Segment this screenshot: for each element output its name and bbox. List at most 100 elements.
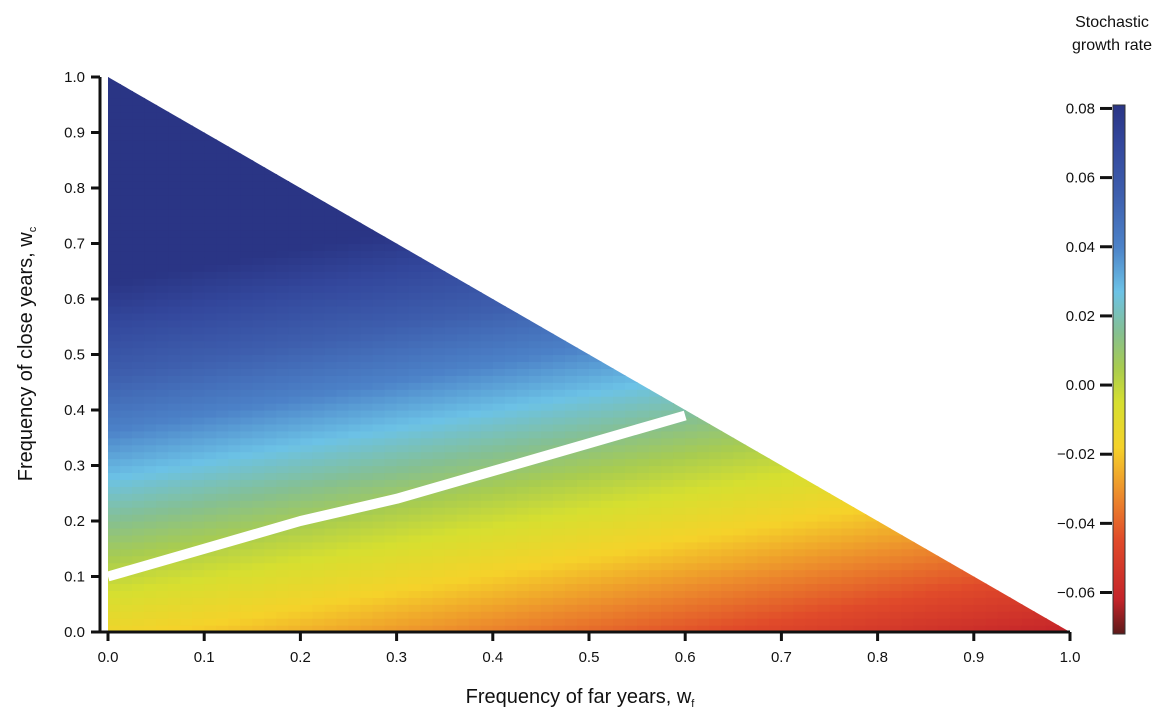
heatmap-cell — [613, 486, 626, 494]
heatmap-cell — [456, 500, 470, 508]
heatmap-cell — [396, 375, 410, 383]
y-tick-label: 0.6 — [64, 291, 85, 308]
heatmap-cell — [180, 527, 193, 536]
heatmap-cell — [204, 174, 217, 182]
heatmap-cell — [312, 423, 326, 432]
heatmap-cell — [144, 292, 157, 300]
heatmap-cell — [757, 521, 770, 529]
heatmap-cell — [204, 625, 217, 632]
heatmap-cell — [480, 451, 494, 460]
heatmap-cell — [685, 534, 698, 543]
heatmap-cell — [576, 410, 590, 418]
heatmap-cell — [456, 423, 470, 432]
heatmap-cell — [192, 208, 205, 217]
heatmap-cell — [288, 493, 301, 501]
heatmap-cell — [264, 541, 277, 550]
heatmap-cell — [180, 555, 193, 564]
heatmap-cell — [384, 604, 398, 612]
heatmap-cell — [144, 368, 157, 376]
heatmap-cell — [673, 576, 686, 585]
colorbar-tick-label: −0.02 — [1057, 446, 1095, 463]
heatmap-cell — [661, 590, 674, 598]
heatmap-cell — [312, 458, 326, 467]
heatmap-cell — [504, 382, 518, 390]
heatmap-cell — [805, 514, 819, 522]
heatmap-cell — [745, 458, 758, 467]
heatmap-cell — [456, 340, 470, 349]
heatmap-cell — [144, 493, 157, 501]
heatmap-cell — [276, 625, 289, 632]
heatmap-cell — [613, 514, 626, 522]
heatmap-cell — [168, 521, 181, 529]
heatmap-cell — [288, 271, 301, 279]
heatmap-cell — [444, 285, 458, 293]
heatmap-cell — [444, 493, 458, 501]
heatmap-cell — [120, 451, 133, 460]
colorbar-tick-label: 0.08 — [1066, 100, 1095, 117]
heatmap-cell — [745, 527, 758, 536]
heatmap-cell — [456, 319, 470, 328]
heatmap-cell — [264, 403, 277, 411]
heatmap-cell — [625, 451, 638, 460]
heatmap-cell — [252, 444, 265, 453]
heatmap-cell — [793, 576, 807, 585]
heatmap-cell — [468, 305, 482, 314]
heatmap-cell — [240, 222, 253, 231]
heatmap-cell — [348, 521, 362, 529]
heatmap-cell — [336, 250, 350, 258]
heatmap-cell — [228, 243, 241, 252]
heatmap-cell — [540, 347, 554, 356]
heatmap-cell — [817, 555, 831, 564]
heatmap-cell — [360, 382, 374, 390]
heatmap-cell — [697, 465, 710, 474]
heatmap-cell — [372, 416, 386, 425]
heatmap-cell — [360, 472, 374, 480]
heatmap-cell — [649, 472, 662, 480]
heatmap-cell — [360, 465, 374, 474]
heatmap-cell — [204, 326, 217, 335]
heatmap-cell — [504, 437, 518, 446]
heatmap-cell — [144, 139, 157, 147]
heatmap-cell — [552, 534, 566, 543]
heatmap-cell — [769, 486, 782, 494]
heatmap-cell — [372, 396, 386, 404]
heatmap-cell — [564, 347, 578, 356]
heatmap-cell — [504, 416, 518, 425]
heatmap-cell — [144, 410, 157, 418]
heatmap-cell — [252, 486, 265, 494]
heatmap-cell — [733, 548, 746, 557]
heatmap-cell — [456, 299, 470, 307]
heatmap-cell — [324, 403, 338, 411]
heatmap-cell — [949, 625, 963, 632]
heatmap-cell — [372, 326, 386, 335]
heatmap-cell — [192, 215, 205, 224]
heatmap-cell — [564, 604, 578, 612]
heatmap-cell — [420, 410, 434, 418]
heatmap-cell — [144, 611, 157, 619]
heatmap-cell — [288, 396, 301, 404]
heatmap-cell — [156, 576, 169, 585]
heatmap-cell — [288, 278, 301, 286]
heatmap-cell — [336, 208, 350, 217]
heatmap-cell — [661, 597, 674, 605]
heatmap-cell — [228, 618, 241, 626]
heatmap-cell — [312, 389, 326, 397]
heatmap-cell — [360, 410, 374, 418]
heatmap-cell — [144, 271, 157, 279]
heatmap-cell — [721, 423, 734, 432]
heatmap-cell — [540, 604, 554, 612]
heatmap-cell — [216, 590, 229, 598]
heatmap-cell — [516, 569, 530, 578]
heatmap-cell — [180, 590, 193, 598]
heatmap-cell — [408, 430, 422, 439]
heatmap-cell — [973, 611, 987, 619]
heatmap-cell — [745, 541, 758, 550]
heatmap-cell — [805, 569, 819, 578]
heatmap-cell — [817, 521, 831, 529]
heatmap-cell — [408, 451, 422, 460]
heatmap-cell — [252, 194, 265, 203]
heatmap-cell — [709, 611, 722, 619]
heatmap-cell — [144, 305, 157, 314]
heatmap-cell — [432, 569, 446, 578]
heatmap-cell — [769, 576, 782, 585]
